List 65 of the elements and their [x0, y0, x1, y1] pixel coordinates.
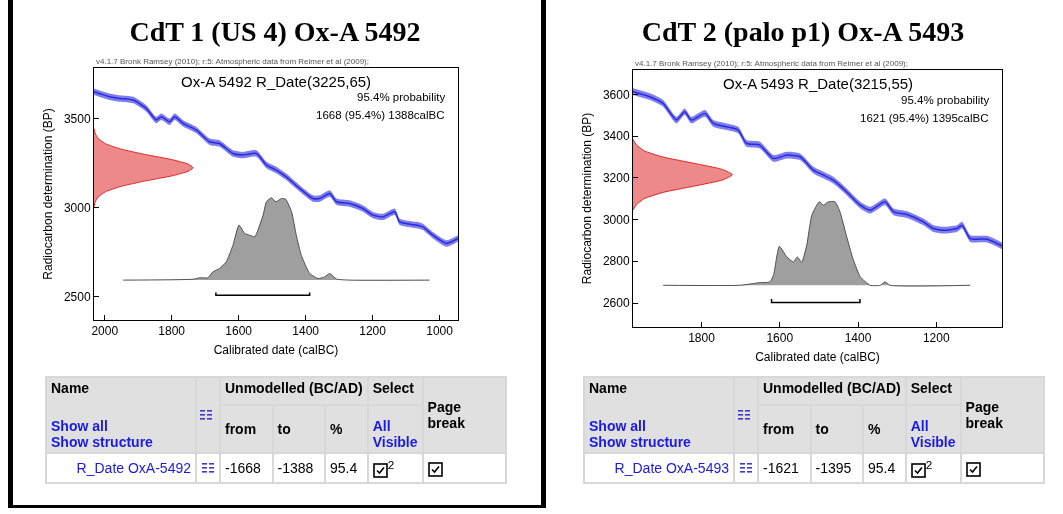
- x-axis-title: Calibrated date (calBC): [213, 343, 339, 358]
- annotation: 1621 (95.4%) 1395calBC: [860, 112, 989, 124]
- chart-title: CdT 2 (palo p1) Ox-A 5493: [641, 16, 965, 48]
- y-tick-label: 3000: [63, 201, 91, 215]
- annotation: Ox-A 5492 R_Date(3225,65): [181, 73, 372, 90]
- text: v4.1.7 Bronk Ramsey (2010); r:5: Atmospheric data from Reimer et al (2009);: [635, 59, 909, 68]
- text: 2: [387, 458, 395, 471]
- text: v4.1.7 Bronk Ramsey (2010); r:5: Atmospheric data from Reimer et al (2009);: [96, 57, 370, 66]
- x-tick-label: 1400: [292, 324, 320, 339]
- annotation: 95.4% probability: [901, 94, 990, 106]
- y-tick-label: 3200: [602, 171, 630, 186]
- text: Show all: [51, 418, 108, 434]
- text: -1388: [273, 454, 324, 483]
- y-tick-label: 3000: [602, 212, 630, 227]
- text: Name: [589, 380, 629, 396]
- x-tick-label: 1400: [844, 331, 872, 346]
- text: 95.4: [326, 454, 367, 483]
- text: Select: [368, 378, 422, 404]
- x-tick-label: 1800: [158, 324, 186, 339]
- text: -1395: [811, 454, 862, 483]
- text: from: [759, 405, 810, 452]
- y-tick-label: 2500: [63, 290, 91, 305]
- annotation: 1668 (95.4%) 1388calBC: [316, 109, 445, 121]
- text: to: [273, 405, 324, 452]
- chart-title: CdT 1 (US 4) Ox-A 5492: [129, 16, 421, 48]
- text: All: [910, 418, 929, 434]
- text: -1621: [759, 454, 810, 483]
- text: from: [221, 405, 272, 452]
- x-tick-label: 1000: [426, 324, 454, 339]
- x-tick-label: 1800: [688, 331, 716, 346]
- text: Show all: [589, 418, 646, 434]
- x-tick-label: 2000: [91, 324, 119, 339]
- y-tick-label: 3500: [63, 111, 91, 126]
- y-axis-title: Radiocarbon determination (BP): [580, 112, 595, 285]
- y-tick-label: 3600: [602, 87, 630, 102]
- text: 95.4: [864, 454, 905, 483]
- text: Show structure: [589, 434, 691, 450]
- y-tick-label: 2800: [602, 254, 630, 269]
- annotation: Ox-A 5493 R_Date(3215,55): [723, 75, 914, 92]
- annotation: 95.4% probability: [357, 91, 446, 103]
- x-axis-title: Calibrated date (calBC): [755, 350, 880, 365]
- text: Show structure: [51, 434, 153, 450]
- text: -1668: [221, 454, 272, 483]
- x-tick-label: 1200: [359, 324, 387, 339]
- text: 2: [925, 458, 933, 471]
- text: Select: [906, 378, 960, 404]
- text: Visible: [372, 434, 418, 450]
- text: Page break: [423, 378, 505, 452]
- x-tick-label: 1200: [922, 331, 950, 346]
- text: R_Date OxA-5493: [585, 454, 733, 483]
- text: Unmodelled (BC/AD): [221, 378, 367, 404]
- text: Name: [51, 380, 91, 396]
- text: Visible: [910, 434, 956, 450]
- y-tick-label: 3400: [602, 129, 630, 144]
- x-tick-label: 1600: [766, 331, 794, 346]
- text: %: [326, 405, 367, 452]
- text: Unmodelled (BC/AD): [759, 378, 905, 404]
- text: All: [372, 418, 391, 434]
- y-axis-title: Radiocarbon determination (BP): [41, 108, 56, 280]
- text: Page break: [961, 378, 1043, 452]
- text: to: [811, 405, 862, 452]
- x-tick-label: 1600: [225, 324, 253, 339]
- text: R_Date OxA-5492: [47, 454, 195, 483]
- y-tick-label: 2600: [602, 296, 630, 311]
- text: %: [864, 405, 905, 452]
